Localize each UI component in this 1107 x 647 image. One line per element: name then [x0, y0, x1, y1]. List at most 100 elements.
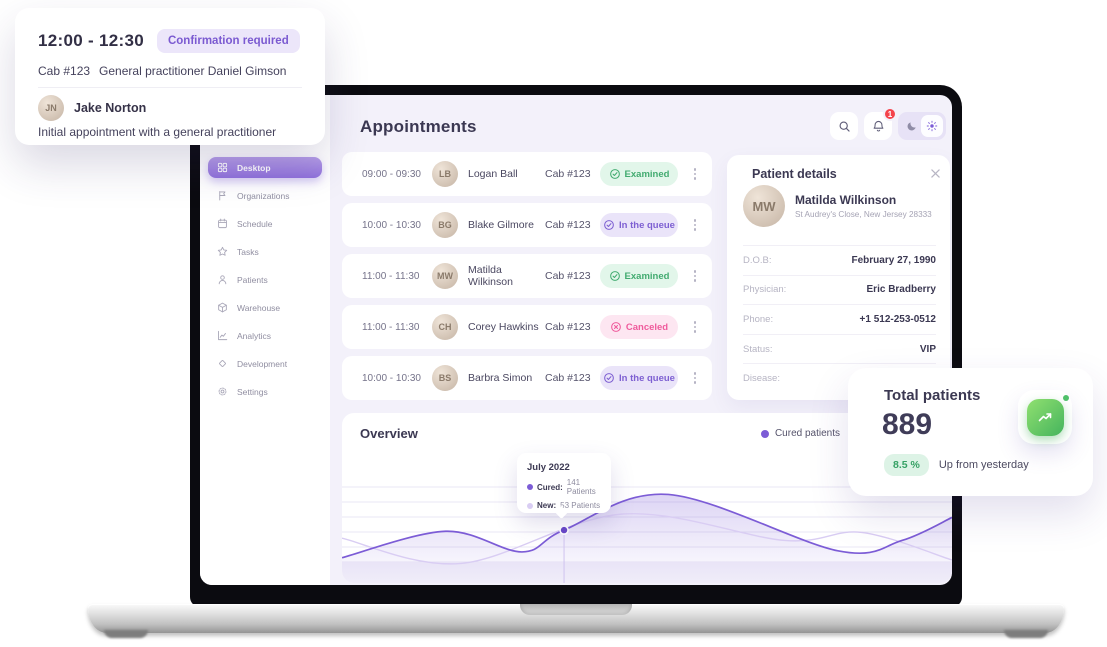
status-badge: In the queue — [600, 366, 678, 390]
total-patients-title: Total patients — [884, 387, 981, 404]
bell-icon — [873, 120, 883, 132]
appointment-row[interactable]: 09:00 - 09:30 LB Logan Ball Cab #123 Exa… — [342, 152, 712, 196]
appointment-popup: 12:00 - 12:30 Confirmation required Cab … — [15, 8, 325, 145]
appointment-time: 09:00 - 09:30 — [362, 168, 421, 180]
appointment-row[interactable]: 10:00 - 10:30 BS Barbra Simon Cab #123 I… — [342, 356, 712, 400]
field-value: VIP — [919, 343, 936, 355]
notifications-button[interactable]: 1 — [864, 107, 897, 140]
kebab-menu-icon[interactable] — [688, 168, 702, 180]
status-badge: Examined — [600, 264, 678, 288]
flag-icon — [217, 190, 228, 201]
patient-name: Blake Gilmore — [468, 219, 534, 231]
legend-label: Cured patients — [774, 428, 840, 439]
search-button[interactable] — [830, 112, 858, 140]
cured-dot — [527, 484, 533, 490]
patient-field-row: Status: VIP — [743, 333, 936, 364]
sidebar-item-analytics[interactable]: Analytics — [208, 325, 322, 346]
avatar: BG — [432, 212, 458, 238]
status-badge: Canceled — [600, 315, 678, 339]
delta-note: Up from yesterday — [938, 459, 1029, 471]
delta-badge: 8.5 % — [884, 454, 929, 476]
sidebar-item-label: Settings — [237, 386, 268, 397]
sidebar-item-patients[interactable]: Patients — [208, 269, 322, 290]
trend-up-icon — [1026, 398, 1064, 436]
sidebar-item-desktop[interactable]: Desktop — [208, 157, 322, 178]
appointment-row[interactable]: 10:00 - 10:30 BG Blake Gilmore Cab #123 … — [342, 203, 712, 247]
kebab-menu-icon[interactable] — [688, 321, 702, 333]
dashboard: Desktop Organizations Schedule Tasks Pat… — [200, 95, 952, 585]
laptop-notch — [520, 604, 632, 615]
appointments-list: 09:00 - 09:30 LB Logan Ball Cab #123 Exa… — [342, 152, 712, 407]
field-label: Physician: — [743, 284, 787, 296]
popup-patient: JN Jake Norton — [38, 95, 146, 121]
tooltip-row-new: New: 53 Patients — [527, 501, 602, 510]
patient-name: Jake Norton — [74, 101, 147, 115]
sidebar-item-schedule[interactable]: Schedule — [208, 213, 322, 234]
cab-number: Cab #123 — [545, 270, 591, 282]
sidebar-item-warehouse[interactable]: Warehouse — [208, 297, 322, 318]
check-circle-icon — [603, 372, 615, 384]
kebab-menu-icon[interactable] — [688, 219, 702, 231]
cab-number: Cab #123 — [545, 321, 591, 333]
cab-number: Cab #123 — [545, 168, 591, 180]
check-circle-icon — [609, 270, 621, 282]
appointment-time: 10:00 - 10:30 — [362, 219, 421, 231]
light-mode-segment[interactable] — [921, 115, 943, 137]
appointment-time: 11:00 - 11:30 — [362, 321, 420, 333]
field-label: Disease: — [743, 373, 780, 385]
avatar: CH — [432, 314, 458, 340]
sidebar-item-tasks[interactable]: Tasks — [208, 241, 322, 262]
status-badge: In the queue — [600, 213, 678, 237]
patient-details-panel: Patient details MW Matilda Wilkinson St … — [727, 155, 950, 400]
sidebar-item-development[interactable]: Development — [208, 353, 322, 374]
patient-field-row: Phone: +1 512-253-0512 — [743, 304, 936, 334]
appointment-description: Initial appointment with a general pract… — [38, 125, 277, 139]
moon-icon — [906, 120, 918, 132]
sidebar: Desktop Organizations Schedule Tasks Pat… — [200, 95, 330, 585]
user-icon — [217, 274, 228, 285]
sidebar-item-label: Warehouse — [237, 302, 281, 313]
appointment-time: 10:00 - 10:30 — [362, 372, 421, 384]
sidebar-item-settings[interactable]: Settings — [208, 381, 322, 402]
tooltip-title: July 2022 — [527, 462, 570, 473]
page-title: Appointments — [360, 117, 477, 136]
chart-legend: Cured patients — [760, 428, 840, 439]
sidebar-item-label: Analytics — [237, 330, 272, 341]
sidebar-item-label: Tasks — [237, 246, 259, 257]
practitioner-name: General practitioner Daniel Gimson — [99, 64, 287, 78]
confirmation-badge: Confirmation required — [156, 29, 300, 53]
patient-name: Corey Hawkins — [468, 321, 539, 333]
kebab-menu-icon[interactable] — [688, 372, 702, 384]
theme-toggle[interactable] — [898, 112, 946, 140]
patient-name: Barbra Simon — [468, 372, 533, 384]
close-icon[interactable] — [931, 165, 940, 183]
field-label: Phone: — [743, 313, 774, 325]
cab-number: Cab #123 — [545, 219, 591, 231]
sidebar-item-label: Schedule — [237, 218, 273, 229]
diamond-icon — [217, 358, 228, 369]
sidebar-item-label: Desktop — [237, 162, 271, 173]
status-dot — [1063, 395, 1069, 401]
patient-name: Logan Ball — [468, 168, 518, 180]
new-dot — [527, 502, 533, 509]
sidebar-nav: Desktop Organizations Schedule Tasks Pat… — [208, 157, 322, 409]
patient-header: MW Matilda Wilkinson St Audrey's Close, … — [743, 185, 932, 227]
patient-field-row: Physician: Eric Bradberry — [743, 274, 936, 305]
appointment-row[interactable]: 11:00 - 11:30 CH Corey Hawkins Cab #123 … — [342, 305, 712, 349]
field-label: D.O.B: — [743, 254, 772, 266]
search-icon — [839, 121, 850, 132]
trend-tile — [1018, 390, 1072, 444]
check-circle-icon — [609, 168, 621, 180]
sidebar-item-organizations[interactable]: Organizations — [208, 185, 322, 206]
appointment-time-range: 12:00 - 12:30 — [38, 31, 144, 50]
patient-field-row: D.O.B: February 27, 1990 — [743, 245, 936, 275]
calendar-icon — [217, 218, 228, 229]
total-patients-card: Total patients 889 8.5 % Up from yesterd… — [848, 368, 1093, 496]
sun-icon — [926, 120, 938, 132]
avatar: JN — [38, 95, 64, 121]
chart-tooltip: July 2022 Cured: 141 Patients New: 53 Pa… — [517, 453, 611, 513]
kebab-menu-icon[interactable] — [688, 270, 702, 282]
avatar: MW — [432, 263, 458, 289]
appointment-row[interactable]: 11:00 - 11:30 MW Matilda Wilkinson Cab #… — [342, 254, 712, 298]
